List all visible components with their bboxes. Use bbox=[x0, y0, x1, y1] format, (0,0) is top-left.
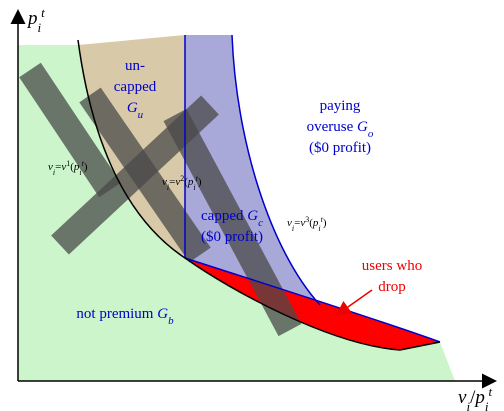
label-part: p bbox=[73, 161, 80, 173]
label-part: ) bbox=[198, 176, 202, 188]
uncapped-label: capped bbox=[114, 79, 157, 95]
label-part: paying bbox=[320, 98, 361, 114]
label-part: = bbox=[169, 176, 175, 188]
label-part: v bbox=[458, 387, 467, 408]
label-part: p bbox=[312, 217, 319, 229]
capped-label: capped Gc bbox=[201, 208, 263, 229]
label-part: p bbox=[473, 387, 485, 408]
label-part: ( bbox=[184, 176, 188, 188]
region-not-premium bbox=[18, 45, 455, 381]
label-part: G bbox=[357, 119, 368, 135]
label-part: not premium bbox=[76, 306, 157, 322]
label-part: = bbox=[294, 217, 300, 229]
v2-label: vi=v2(pit) bbox=[162, 174, 202, 192]
label-part: i bbox=[167, 183, 169, 192]
label-part: ( bbox=[70, 161, 74, 173]
label-part: users who bbox=[362, 258, 422, 274]
label-part: v bbox=[162, 176, 167, 188]
label-part: t bbox=[196, 174, 199, 183]
label-part: = bbox=[55, 161, 61, 173]
label-part: capped bbox=[114, 79, 157, 95]
uncapped-label: un- bbox=[125, 58, 145, 74]
overuse-label: overuse Go bbox=[307, 119, 374, 140]
label-part: t bbox=[321, 215, 324, 224]
label-part: i bbox=[485, 399, 489, 411]
label-part: u bbox=[138, 109, 144, 121]
label-part: i bbox=[53, 168, 55, 177]
label-part: v bbox=[287, 217, 292, 229]
label-part: p bbox=[187, 176, 194, 188]
v1-label: vi=v1(pit) bbox=[48, 159, 88, 177]
label-part: v bbox=[300, 217, 305, 229]
label-part: v bbox=[48, 161, 53, 173]
label-part: ( bbox=[309, 217, 313, 229]
label-part: G bbox=[157, 306, 168, 322]
label-part: t bbox=[488, 384, 492, 399]
label-part: drop bbox=[378, 279, 406, 295]
label-part: t bbox=[41, 5, 45, 20]
v3-curve bbox=[231, 34, 321, 306]
v3-label: vi=v3(pit) bbox=[287, 215, 327, 233]
not-premium-label: not premium Gb bbox=[76, 306, 174, 327]
label-part: capped bbox=[201, 208, 247, 224]
label-part: i bbox=[79, 168, 81, 177]
label-part: i bbox=[38, 20, 42, 35]
label-part: i bbox=[193, 183, 195, 192]
label-part: b bbox=[168, 315, 174, 327]
label-part: ($0 profit) bbox=[201, 229, 263, 245]
label-part: G bbox=[247, 208, 258, 224]
label-part: i bbox=[292, 224, 294, 233]
y-label-label: pit bbox=[26, 5, 45, 35]
label-part: v bbox=[61, 161, 66, 173]
label-part: un- bbox=[125, 58, 145, 74]
drop-label: drop bbox=[378, 279, 406, 295]
overuse-label: paying bbox=[320, 98, 361, 114]
label-part: overuse bbox=[307, 119, 357, 135]
label-part: G bbox=[127, 100, 138, 116]
label-part: 3 bbox=[305, 215, 309, 224]
label-part: ) bbox=[323, 217, 327, 229]
region-drop bbox=[185, 258, 440, 350]
label-part: 2 bbox=[180, 174, 184, 183]
label-part: i bbox=[466, 399, 470, 411]
label-part: c bbox=[258, 217, 263, 229]
label-part: ) bbox=[84, 161, 88, 173]
x-label-label: vi/pit bbox=[458, 384, 492, 411]
label-part: 1 bbox=[66, 159, 70, 168]
uncapped-label: Gu bbox=[127, 100, 144, 121]
label-part: i bbox=[318, 224, 320, 233]
capped-label: ($0 profit) bbox=[201, 229, 263, 245]
label-part: t bbox=[82, 159, 85, 168]
label-part: ($0 profit) bbox=[309, 140, 371, 156]
overuse-label: ($0 profit) bbox=[309, 140, 371, 156]
label-part: v bbox=[175, 176, 180, 188]
label-part: o bbox=[368, 128, 374, 140]
label-part: / bbox=[470, 387, 476, 408]
drop-label: users who bbox=[362, 258, 422, 274]
drop-upper-curve bbox=[184, 257, 441, 343]
label-part: p bbox=[26, 8, 38, 29]
drop-arrow bbox=[335, 289, 373, 316]
v1-curve bbox=[77, 39, 441, 351]
